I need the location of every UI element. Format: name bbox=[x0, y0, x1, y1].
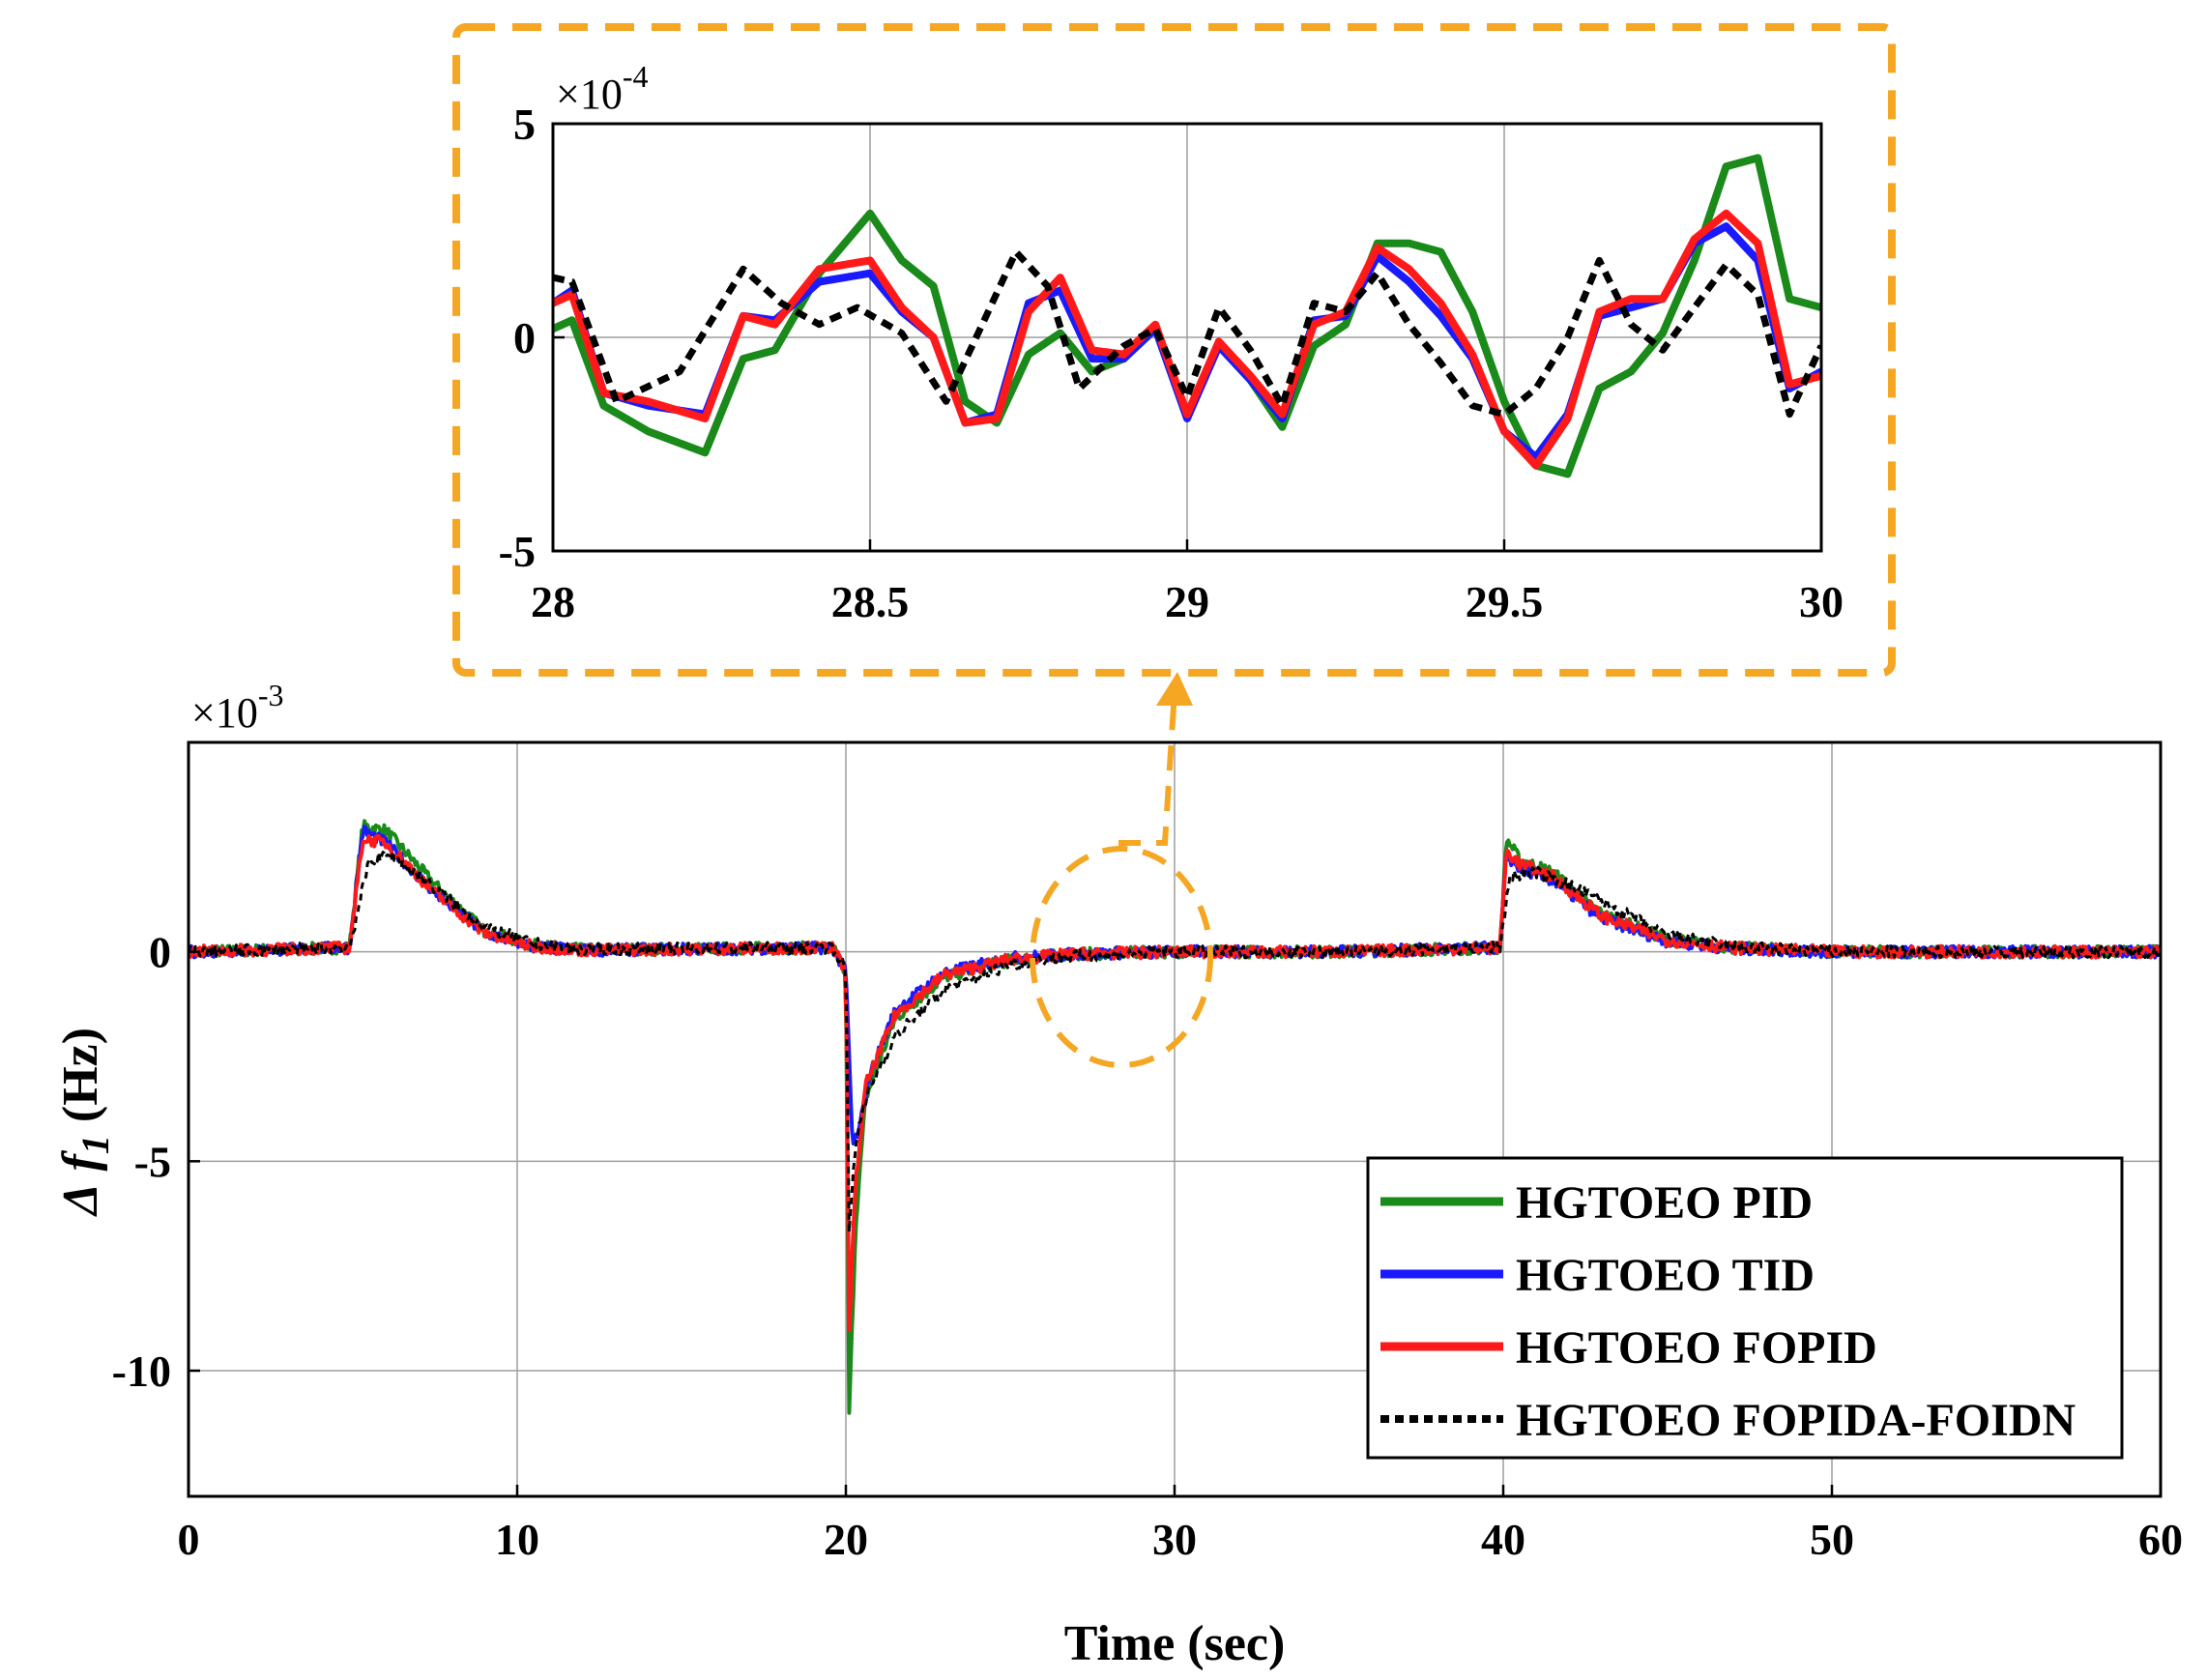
inset-y-multiplier: ×10-4 bbox=[556, 59, 648, 118]
main-series bbox=[189, 819, 2161, 1415]
legend: HGTOEO PID HGTOEO TID HGTOEO FOPID HGTOE… bbox=[1366, 1156, 2124, 1460]
y-tick-label-5: -5 bbox=[499, 527, 536, 576]
main-y-ticks: -10 -5 0 bbox=[112, 928, 200, 1396]
main-y-multiplier: ×10-3 bbox=[191, 678, 283, 737]
x-tick-label-20: 20 bbox=[824, 1515, 868, 1564]
inset-border bbox=[452, 23, 1896, 677]
inset-x-ticks: 28 28.5 29 29.5 30 bbox=[531, 539, 1844, 626]
inset-series bbox=[553, 154, 1821, 478]
legend-label-fopida-foidn: HGTOEO FOPIDA-FOIDN bbox=[1516, 1395, 2076, 1446]
legend-label-tid: HGTOEO TID bbox=[1516, 1250, 1815, 1301]
y-tick-label-0: 0 bbox=[513, 313, 536, 362]
x-tick-label-50: 50 bbox=[1810, 1515, 1854, 1564]
y-tick-label-5: -5 bbox=[134, 1137, 171, 1186]
x-tick-label-0: 0 bbox=[178, 1515, 200, 1564]
x-tick-label-30: 30 bbox=[1152, 1515, 1197, 1564]
zoom-pointer-line bbox=[1118, 690, 1177, 849]
y-tick-label-5: 5 bbox=[513, 100, 536, 149]
main-x-ticks: 0 10 20 30 40 50 60 bbox=[178, 1485, 2183, 1564]
y-tick-label-10: -10 bbox=[112, 1347, 171, 1396]
inset-y-ticks: -5 0 5 bbox=[499, 100, 565, 576]
x-tick-label-40: 40 bbox=[1481, 1515, 1525, 1564]
legend-box bbox=[1366, 1156, 2124, 1460]
x-tick-label-29: 29 bbox=[1165, 577, 1209, 626]
inset-grid bbox=[553, 124, 1821, 551]
inset-series-hgtoeo-fopida-foidn bbox=[553, 248, 1821, 419]
x-axis-label: Time (sec) bbox=[1064, 1616, 1286, 1671]
x-tick-label-29-5: 29.5 bbox=[1466, 577, 1544, 626]
inset-plot: 28 28.5 29 29.5 30 -5 0 5 ×10-4 bbox=[499, 59, 1844, 626]
legend-label-fopid: HGTOEO FOPID bbox=[1516, 1322, 1877, 1374]
main-series-hgtoeo-fopida-foidn bbox=[189, 850, 2161, 1233]
main-plot: 0 10 20 30 40 50 60 -10 -5 0 ×10-3 Time (sec) Δ … bbox=[53, 678, 2183, 1671]
y-axis-label: Δ f1 (Hz) bbox=[53, 1028, 117, 1217]
legend-label-pid: HGTOEO PID bbox=[1516, 1177, 1813, 1229]
x-tick-label-10: 10 bbox=[495, 1515, 539, 1564]
x-tick-label-28: 28 bbox=[531, 577, 575, 626]
y-tick-label-0: 0 bbox=[149, 928, 171, 977]
x-tick-label-60: 60 bbox=[2138, 1515, 2183, 1564]
x-tick-label-28-5: 28.5 bbox=[831, 577, 910, 626]
x-tick-label-30: 30 bbox=[1799, 577, 1844, 626]
zoom-pointer-arrowhead bbox=[1156, 672, 1193, 706]
